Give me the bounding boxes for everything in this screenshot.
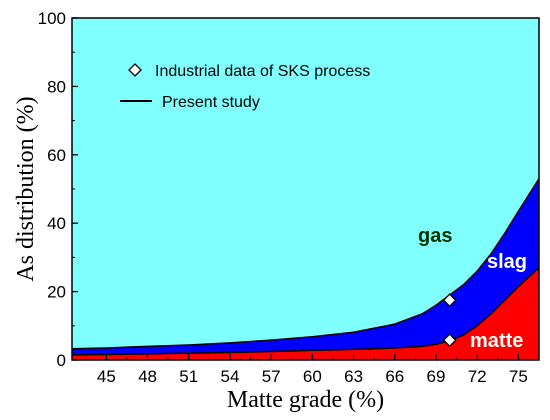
y-tick-label-80: 80 — [47, 77, 66, 96]
industrial-point-0 — [442, 333, 457, 348]
y-tick-label-0: 0 — [57, 351, 66, 370]
x-tick-label-60: 60 — [303, 367, 322, 386]
y-axis-ticks: 0 20 40 60 80 100 — [38, 9, 78, 370]
curve-top-of-slag — [71, 178, 540, 350]
boundary-curves — [71, 178, 540, 356]
curve-top-of-matte — [71, 267, 540, 356]
area-matte — [72, 267, 539, 360]
area-gas — [72, 18, 539, 349]
legend: Industrial data of SKS process Present s… — [120, 63, 370, 111]
x-tick-label-54: 54 — [220, 367, 239, 386]
x-tick-label-45: 45 — [97, 367, 116, 386]
x-tick-label-66: 66 — [385, 367, 404, 386]
x-tick-label-75: 75 — [509, 367, 528, 386]
industrial-point-1 — [442, 293, 457, 308]
region-label-slag: slag — [487, 251, 527, 273]
industrial-points — [442, 293, 457, 348]
region-label-matte: matte — [470, 330, 523, 352]
region-label-gas: gas — [418, 225, 452, 247]
x-tick-label-48: 48 — [138, 367, 157, 386]
y-tick-label-100: 100 — [38, 9, 66, 28]
legend-entry-present-study: Present study — [162, 94, 260, 111]
y-axis-title: As distribution (%) — [13, 96, 39, 281]
x-tick-label-57: 57 — [262, 367, 281, 386]
x-tick-label-72: 72 — [468, 367, 487, 386]
x-tick-label-69: 69 — [427, 367, 446, 386]
stacked-areas — [72, 18, 539, 360]
y-tick-label-20: 20 — [47, 283, 66, 302]
y-tick-label-40: 40 — [47, 214, 66, 233]
legend-diamond-marker — [128, 63, 142, 77]
legend-entry-industrial-data: Industrial data of SKS process — [155, 63, 370, 80]
y-tick-label-60: 60 — [47, 146, 66, 165]
x-axis-ticks: 45 48 51 54 57 60 63 66 69 72 75 — [85, 354, 528, 386]
x-tick-label-63: 63 — [344, 367, 363, 386]
x-tick-label-51: 51 — [179, 367, 198, 386]
x-axis-title: Matte grade (%) — [227, 387, 384, 413]
